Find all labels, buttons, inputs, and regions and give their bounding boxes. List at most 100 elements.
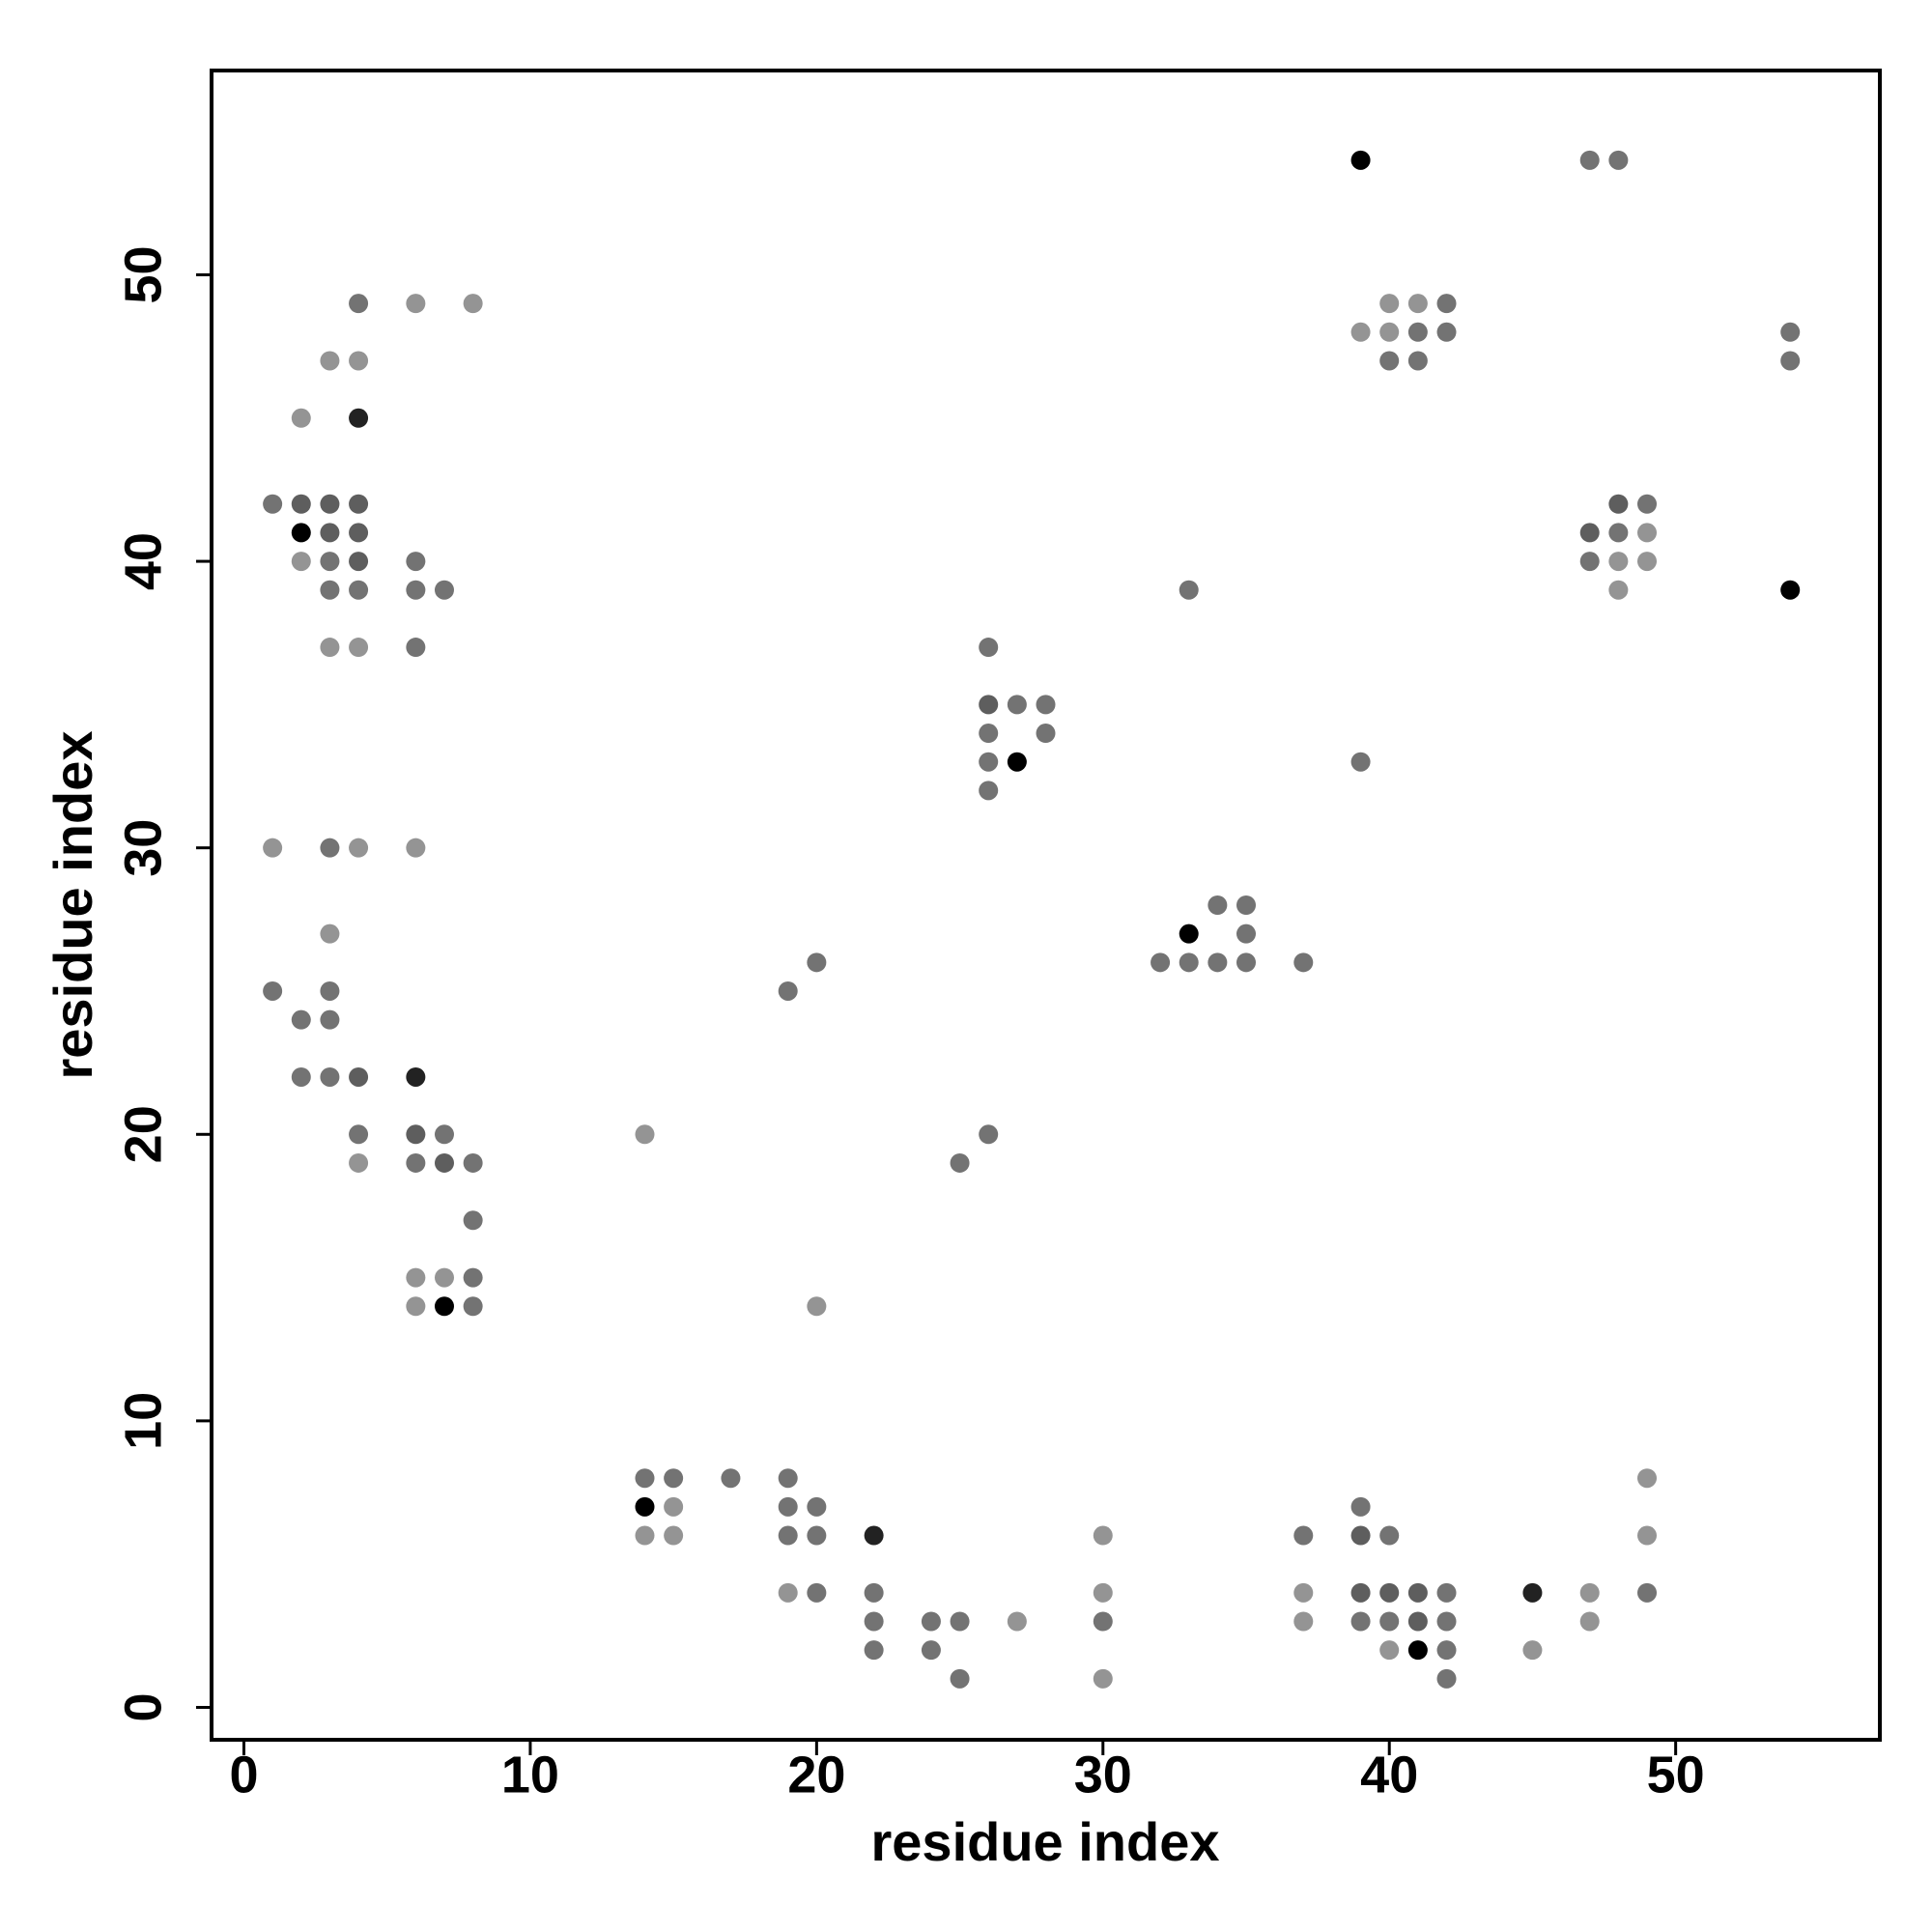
y-tick-label: 20 — [114, 1105, 172, 1163]
point — [349, 638, 369, 658]
point — [349, 1066, 369, 1087]
point — [979, 752, 999, 772]
point — [1236, 895, 1257, 915]
point — [1436, 322, 1457, 342]
point — [721, 1468, 741, 1489]
x-tick-label: 0 — [229, 1746, 258, 1804]
point — [1007, 1611, 1027, 1632]
point — [1350, 150, 1371, 170]
point — [1637, 1582, 1658, 1603]
point — [406, 838, 426, 858]
point — [463, 1267, 483, 1288]
point — [1608, 150, 1629, 170]
point — [1436, 1582, 1457, 1603]
point — [1007, 695, 1027, 715]
point — [807, 1496, 827, 1517]
point — [320, 351, 340, 371]
point — [921, 1611, 941, 1632]
x-tick-label: 40 — [1360, 1746, 1418, 1804]
point — [463, 294, 483, 314]
point — [1379, 1640, 1400, 1661]
point — [635, 1468, 655, 1489]
point — [1436, 294, 1457, 314]
point — [349, 351, 369, 371]
point — [1350, 1496, 1371, 1517]
point — [291, 408, 311, 428]
point — [864, 1640, 884, 1661]
point — [1179, 580, 1199, 600]
point — [778, 1496, 798, 1517]
point — [1293, 952, 1314, 973]
x-axis-label: residue index — [870, 1811, 1219, 1872]
point — [463, 1210, 483, 1231]
point — [1436, 1668, 1457, 1689]
point — [1579, 1582, 1600, 1603]
point — [807, 1525, 827, 1546]
point — [434, 1124, 454, 1145]
point — [1379, 351, 1400, 371]
point — [1780, 580, 1801, 600]
y-tick-label: 10 — [114, 1392, 172, 1450]
point — [1407, 1640, 1428, 1661]
point — [979, 638, 999, 658]
point — [349, 1152, 369, 1173]
point — [1350, 1611, 1371, 1632]
point — [1608, 523, 1629, 543]
point — [1637, 552, 1658, 572]
point — [320, 1009, 340, 1030]
point — [1436, 1611, 1457, 1632]
y-tick-label: 0 — [114, 1692, 172, 1721]
point — [1093, 1668, 1113, 1689]
point — [1093, 1582, 1113, 1603]
y-axis-label: residue index — [43, 730, 103, 1079]
point — [1637, 494, 1658, 514]
point — [1379, 1611, 1400, 1632]
point — [320, 580, 340, 600]
point — [320, 838, 340, 858]
point — [664, 1496, 684, 1517]
point — [1036, 724, 1056, 744]
point — [1407, 294, 1428, 314]
point — [1579, 150, 1600, 170]
point — [349, 838, 369, 858]
point — [263, 494, 283, 514]
point — [349, 523, 369, 543]
point — [1007, 752, 1027, 772]
point — [807, 1582, 827, 1603]
point — [1780, 351, 1801, 371]
point — [291, 552, 311, 572]
point — [1236, 923, 1257, 944]
point — [979, 724, 999, 744]
point — [635, 1525, 655, 1546]
point — [263, 838, 283, 858]
point — [1036, 695, 1056, 715]
point — [434, 1267, 454, 1288]
point — [406, 294, 426, 314]
point — [291, 1066, 311, 1087]
point — [406, 1267, 426, 1288]
point — [1407, 1582, 1428, 1603]
point — [635, 1124, 655, 1145]
point — [778, 980, 798, 1001]
point — [1637, 1468, 1658, 1489]
point — [664, 1525, 684, 1546]
point — [664, 1468, 684, 1489]
point — [921, 1640, 941, 1661]
point — [1093, 1611, 1113, 1632]
point — [864, 1611, 884, 1632]
point — [1151, 952, 1171, 973]
point — [1608, 552, 1629, 572]
point — [320, 923, 340, 944]
point — [1293, 1611, 1314, 1632]
point — [1208, 952, 1228, 973]
point — [291, 494, 311, 514]
point — [1637, 1525, 1658, 1546]
point — [1379, 294, 1400, 314]
point — [320, 980, 340, 1001]
point — [349, 408, 369, 428]
point — [979, 1124, 999, 1145]
point — [406, 638, 426, 658]
plot-frame — [210, 69, 1882, 1742]
point — [1350, 1525, 1371, 1546]
point — [1579, 552, 1600, 572]
